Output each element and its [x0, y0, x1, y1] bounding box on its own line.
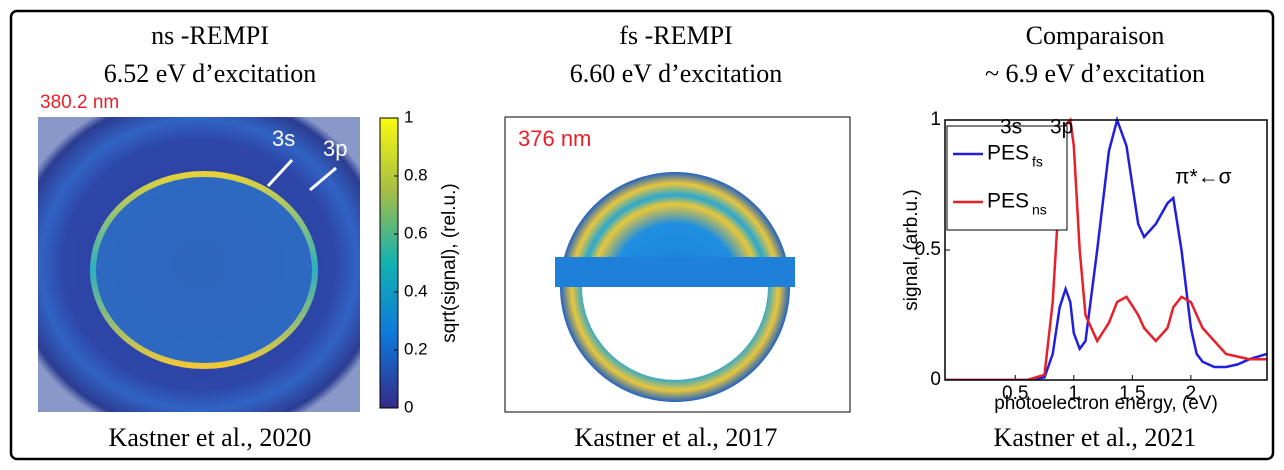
axes-box	[944, 119, 1268, 381]
colorbar-tick-label: 0.6	[404, 223, 428, 242]
arrow	[266, 158, 294, 188]
panel-title: 6.52 eV d’excitation	[104, 59, 317, 88]
y-tick-label: 0	[930, 369, 941, 390]
colorbar-tick-label: 1	[404, 107, 413, 126]
x-tick-label: 2	[1186, 383, 1197, 404]
colorbar-tick-label: 0.2	[404, 339, 428, 358]
panel-title: ns -REMPI	[151, 21, 269, 50]
colorbar-tick-label: 0.4	[404, 281, 428, 300]
x-tick-label: 1.5	[1119, 383, 1145, 404]
citation: Kastner et al., 2017	[575, 423, 778, 452]
panel-title: Comparaison	[1026, 21, 1165, 50]
citation: Kastner et al., 2021	[994, 423, 1197, 452]
legend-label: PES	[987, 142, 1029, 165]
frame	[9, 9, 1275, 461]
colorbar-tick-label: 0	[404, 397, 413, 416]
panel-title: ~ 6.9 eV d’excitation	[985, 59, 1205, 88]
citation: Kastner et al., 2020	[109, 423, 312, 452]
colorbar-label: sqrt(signal), (rel.u.)	[439, 183, 460, 342]
x-tick-label: 1	[1069, 383, 1080, 404]
image-cut	[582, 287, 768, 380]
annotation: π*←σ	[1175, 166, 1232, 189]
colorbar	[379, 117, 399, 409]
y-tick-label: 1	[930, 109, 941, 130]
legend-subscript: fs	[1032, 154, 1043, 170]
annotation: 3p	[1050, 116, 1073, 139]
x-tick-label: 0.5	[1002, 383, 1028, 404]
legend-box	[946, 125, 1068, 231]
x-axis-label: photoelectron energy, (eV)	[994, 393, 1218, 414]
arrow	[309, 166, 337, 192]
y-axis-label: signal, (arb.u.)	[901, 189, 922, 310]
annotation: 3s	[272, 126, 295, 151]
y-tick-label: 0.5	[915, 239, 941, 260]
legend-label: PES	[987, 190, 1029, 213]
image-ring	[90, 171, 318, 369]
annotation: 3p	[323, 136, 347, 161]
panel-title: fs -REMPI	[619, 21, 732, 50]
annotation: 3s	[1000, 116, 1022, 139]
image-band	[555, 257, 795, 287]
legend-subscript: ns	[1032, 202, 1047, 218]
image-disc	[93, 174, 315, 366]
wavelength-label: 376 nm	[518, 126, 591, 151]
panel-title: 6.60 eV d’excitation	[570, 59, 783, 88]
colorbar-tick-label: 0.8	[404, 165, 428, 184]
line-series	[945, 115, 1267, 380]
wavelength-label: 380.2 nm	[40, 92, 119, 113]
